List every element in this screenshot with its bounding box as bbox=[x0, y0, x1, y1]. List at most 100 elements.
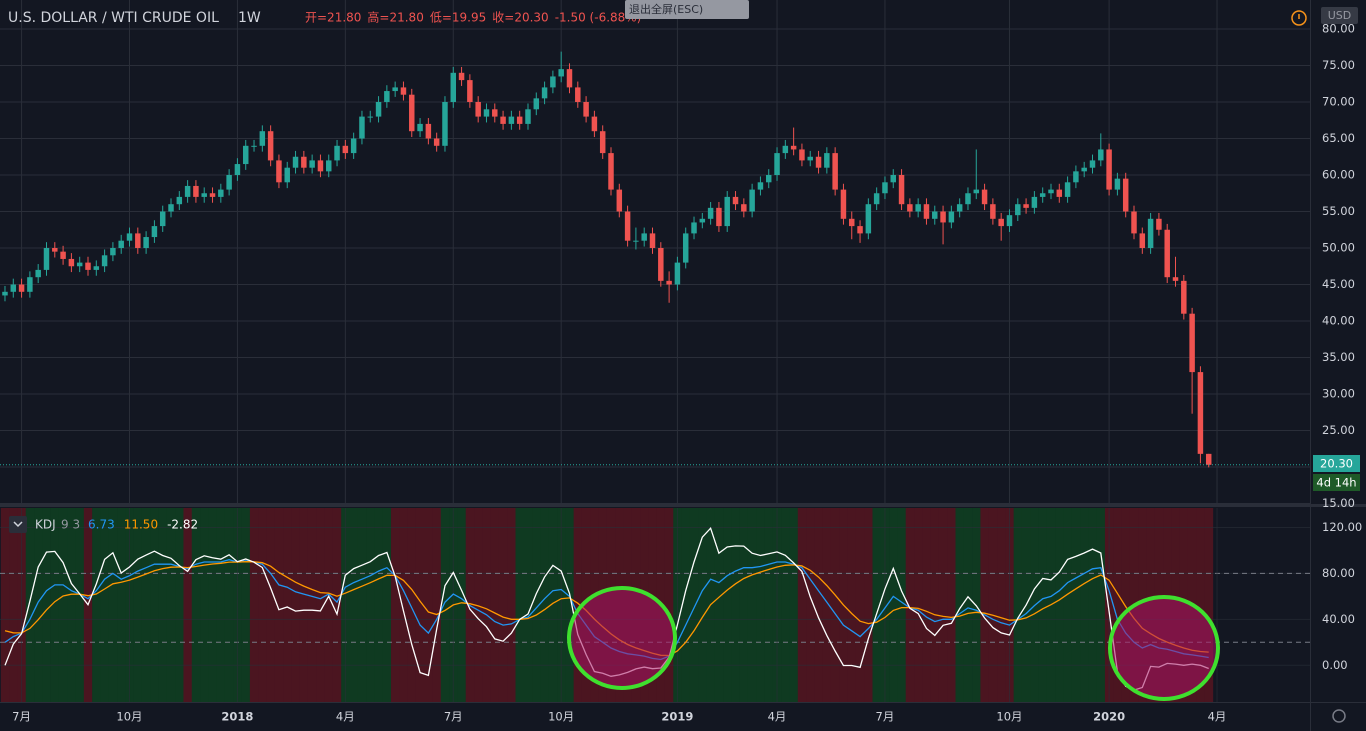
trend-column bbox=[9, 508, 18, 702]
trend-column bbox=[424, 508, 433, 702]
y-tick-label: 35.00 bbox=[1322, 350, 1355, 364]
candle-body bbox=[1089, 160, 1096, 168]
trend-column bbox=[855, 508, 865, 702]
trend-column bbox=[897, 508, 907, 702]
trend-column bbox=[474, 508, 483, 702]
trend-column bbox=[249, 508, 259, 702]
candle-body bbox=[35, 269, 41, 278]
candle-body bbox=[749, 189, 755, 212]
x-tick-label: 2018 bbox=[221, 710, 253, 724]
x-tick-label: 7月 bbox=[12, 710, 31, 724]
last-price-box bbox=[1313, 455, 1360, 472]
candle-body bbox=[301, 156, 307, 168]
candle-body bbox=[151, 226, 158, 238]
candle-body bbox=[1164, 229, 1170, 278]
trend-column bbox=[756, 508, 765, 702]
candle-body bbox=[591, 116, 598, 132]
trend-column bbox=[490, 508, 500, 702]
trend-column bbox=[1055, 508, 1064, 702]
candle-body bbox=[575, 87, 581, 102]
candle-body bbox=[85, 262, 91, 270]
trend-column bbox=[42, 508, 51, 702]
trend-column bbox=[299, 508, 309, 702]
candle-body bbox=[815, 156, 822, 168]
candle-body bbox=[76, 262, 83, 267]
candle-body bbox=[193, 185, 199, 197]
candle-body bbox=[525, 109, 531, 124]
candle-body bbox=[699, 218, 706, 223]
candle-body bbox=[10, 284, 17, 292]
trend-column bbox=[963, 508, 973, 702]
y-tick-label: 60.00 bbox=[1322, 168, 1355, 182]
trend-column bbox=[664, 508, 674, 702]
x-tick-label: 4月 bbox=[336, 710, 355, 724]
candle-body bbox=[326, 160, 332, 172]
candle-body bbox=[101, 255, 108, 267]
trend-column bbox=[789, 508, 799, 702]
trend-column bbox=[166, 508, 176, 702]
trend-column bbox=[1013, 508, 1023, 702]
trend-column bbox=[565, 508, 574, 702]
trend-column bbox=[1096, 508, 1106, 702]
settings-icon[interactable] bbox=[1332, 709, 1346, 723]
candle-body bbox=[1205, 453, 1212, 465]
candle-body bbox=[973, 189, 980, 194]
candle-body bbox=[168, 204, 174, 212]
y-tick-label: 70.00 bbox=[1322, 95, 1355, 109]
candle-body bbox=[1131, 211, 1137, 234]
candle-body bbox=[583, 102, 589, 117]
indicator-value: 11.50 bbox=[124, 518, 158, 532]
trend-column bbox=[847, 508, 857, 702]
trend-column bbox=[133, 508, 143, 702]
fullscreen-hint[interactable]: 退出全屏(ESC) bbox=[629, 2, 703, 16]
trend-column bbox=[905, 508, 915, 702]
candle-body bbox=[409, 94, 415, 132]
collapse-button[interactable] bbox=[9, 516, 27, 533]
trend-column bbox=[498, 508, 508, 702]
candle-body bbox=[1147, 218, 1154, 248]
trend-column bbox=[34, 508, 43, 702]
trend-column bbox=[731, 508, 740, 702]
y-tick-label: 80.00 bbox=[1322, 22, 1355, 36]
alert-icon[interactable] bbox=[1291, 10, 1307, 26]
trend-column bbox=[914, 508, 923, 702]
ohlc-value: -1.50 (-6.88%) bbox=[555, 11, 642, 25]
candle-body bbox=[367, 116, 373, 118]
candle-body bbox=[824, 153, 830, 168]
trend-column bbox=[1196, 508, 1205, 702]
trend-column bbox=[515, 508, 525, 702]
candle-body bbox=[1181, 280, 1187, 314]
candle-body bbox=[1073, 171, 1079, 183]
candle-body bbox=[209, 193, 216, 197]
trend-column bbox=[349, 508, 359, 702]
interval[interactable]: 1W bbox=[238, 10, 261, 26]
chevron-icon bbox=[13, 521, 23, 528]
ohlc-value: 低=19.95 bbox=[430, 11, 486, 25]
trend-column bbox=[324, 508, 334, 702]
candle-body bbox=[1064, 182, 1071, 197]
candle-body bbox=[508, 116, 515, 124]
candle-body bbox=[143, 237, 149, 248]
currency-box[interactable] bbox=[1321, 7, 1358, 24]
trend-column bbox=[415, 508, 425, 702]
trend-column bbox=[224, 508, 234, 702]
trend-column bbox=[1080, 508, 1089, 702]
x-tick-label: 4月 bbox=[1208, 710, 1227, 724]
candle-body bbox=[226, 175, 232, 190]
candle-body bbox=[375, 102, 382, 117]
fullscreen-hint-box[interactable] bbox=[625, 0, 749, 19]
candle-body bbox=[807, 156, 813, 161]
candle-body bbox=[1197, 372, 1204, 454]
trend-column bbox=[482, 508, 491, 702]
candle-body bbox=[118, 240, 124, 248]
trend-column bbox=[58, 508, 68, 702]
candle-body bbox=[948, 211, 955, 223]
candle-body bbox=[658, 248, 664, 281]
y-tick-label: 50.00 bbox=[1322, 241, 1355, 255]
trend-column bbox=[216, 508, 226, 702]
trend-column bbox=[889, 508, 898, 702]
trend-column bbox=[822, 508, 832, 702]
candle-body bbox=[176, 196, 183, 205]
trend-column bbox=[258, 508, 267, 702]
candle-body bbox=[873, 193, 880, 205]
